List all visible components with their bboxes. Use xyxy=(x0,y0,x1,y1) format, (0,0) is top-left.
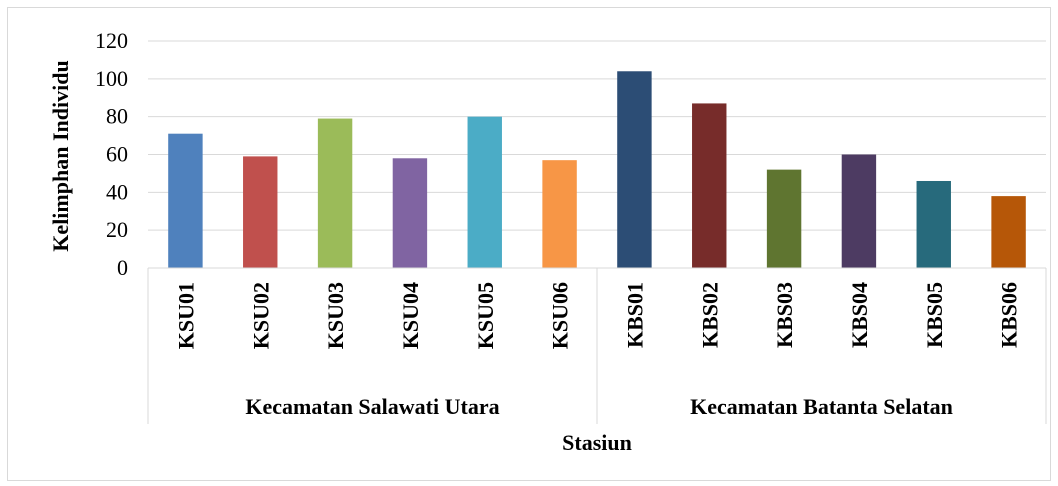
bars xyxy=(168,71,1026,269)
category-axis xyxy=(147,267,1047,424)
bar xyxy=(692,103,727,268)
x-axis-title: Stasiun xyxy=(562,430,632,455)
y-tick-label: 0 xyxy=(117,255,128,280)
bar xyxy=(766,169,802,268)
category-label: KSU06 xyxy=(548,282,573,349)
bar xyxy=(168,133,203,268)
y-tick-labels: 0 20 40 60 80 100 120 xyxy=(95,28,128,280)
y-tick-label: 100 xyxy=(95,66,128,91)
category-label: KBS04 xyxy=(847,282,872,348)
category-label: KSU01 xyxy=(173,282,198,349)
gridlines xyxy=(148,40,1046,231)
category-label: KSU05 xyxy=(473,282,498,349)
category-label: KBS02 xyxy=(697,282,722,348)
y-axis-title: Kelimphan Individu xyxy=(48,60,73,251)
y-tick-label: 20 xyxy=(106,217,128,242)
group-labels: Kecamatan Salawati Utara Kecamatan Batant… xyxy=(245,394,952,419)
bar xyxy=(617,71,652,269)
bar xyxy=(916,180,951,268)
y-tick-label: 120 xyxy=(95,28,128,53)
bar xyxy=(542,160,577,268)
bar xyxy=(467,116,502,269)
group-label: Kecamatan Batanta Selatan xyxy=(690,394,953,419)
bar xyxy=(841,154,877,268)
category-label: KSU04 xyxy=(398,282,423,349)
category-label: KBS03 xyxy=(772,282,797,348)
bar xyxy=(991,196,1026,268)
category-label: KBS06 xyxy=(997,282,1022,348)
y-tick-label: 80 xyxy=(106,104,128,129)
category-label: KSU03 xyxy=(323,282,348,349)
category-label: KBS01 xyxy=(622,282,647,348)
group-label: Kecamatan Salawati Utara xyxy=(245,394,499,419)
bar xyxy=(317,118,353,268)
category-label: KSU02 xyxy=(248,282,273,349)
category-label: KBS05 xyxy=(922,282,947,348)
y-tick-label: 60 xyxy=(106,142,128,167)
bar xyxy=(392,158,428,268)
bar xyxy=(243,156,278,268)
y-tick-label: 40 xyxy=(106,179,128,204)
category-labels: KSU01 KSU02 KSU03 KSU04 KSU05 KSU06 KBS01 KBS02… xyxy=(173,282,1021,349)
